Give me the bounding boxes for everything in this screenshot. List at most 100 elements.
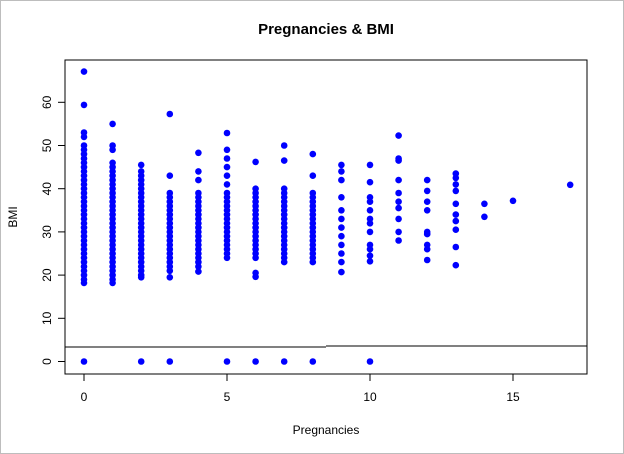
data-point	[452, 200, 460, 208]
data-point	[252, 269, 259, 277]
data-point	[366, 358, 374, 365]
data-point	[195, 268, 202, 275]
data-point	[338, 215, 345, 223]
data-point	[338, 194, 345, 201]
chart-title: Pregnancies & BMI	[258, 21, 394, 38]
data-point	[309, 189, 317, 197]
data-point	[338, 241, 345, 249]
y-axis-label: BMI	[6, 206, 20, 227]
data-point	[109, 120, 116, 128]
data-point	[395, 155, 402, 162]
data-point	[366, 228, 374, 236]
data-point	[338, 250, 345, 257]
data-point	[80, 129, 88, 136]
data-point	[223, 189, 231, 197]
data-point	[309, 172, 317, 179]
data-point	[252, 158, 259, 166]
data-point	[137, 161, 145, 169]
x-tick-label: 5	[224, 390, 231, 404]
data-point	[166, 189, 174, 197]
data-point	[252, 185, 259, 192]
y-tick-label: 50	[40, 139, 54, 153]
data-point	[223, 163, 231, 171]
data-point	[166, 172, 174, 179]
x-tick-label: 15	[506, 390, 520, 404]
data-point	[309, 150, 317, 158]
data-point	[423, 187, 431, 195]
data-point	[395, 132, 402, 139]
data-point	[423, 176, 431, 184]
data-point	[452, 187, 460, 195]
data-point	[481, 213, 488, 221]
data-point	[366, 241, 374, 249]
data-point	[80, 358, 88, 365]
x-tick-label: 0	[81, 390, 88, 404]
data-point	[338, 176, 345, 184]
data-point	[509, 197, 517, 205]
data-point	[80, 142, 88, 149]
data-point	[566, 181, 574, 189]
y-axis: 0 10 20 30 40 50 60	[40, 95, 66, 365]
data-point	[452, 261, 460, 269]
y-tick-label: 0	[40, 358, 54, 365]
data-point	[338, 258, 345, 266]
x-axis-label: Pregnancies	[293, 423, 360, 437]
data-point	[223, 146, 231, 154]
data-point	[338, 268, 345, 276]
data-point	[80, 68, 88, 75]
data-point	[452, 211, 460, 218]
data-point	[395, 228, 402, 236]
y-tick-label: 40	[40, 182, 54, 196]
data-point	[223, 181, 231, 188]
data-point	[166, 358, 174, 365]
data-point	[195, 189, 202, 197]
data-point	[423, 207, 431, 214]
data-point	[280, 185, 288, 192]
data-point	[280, 142, 288, 149]
data-point	[338, 161, 345, 169]
data-point	[166, 274, 174, 281]
data-points	[80, 68, 574, 365]
data-point	[195, 168, 202, 175]
x-axis: 0 5 10 15	[81, 373, 520, 404]
data-point	[395, 189, 402, 197]
data-point	[366, 194, 374, 201]
data-point	[452, 226, 460, 233]
data-point	[338, 224, 345, 231]
data-point	[166, 110, 174, 118]
data-point	[137, 168, 145, 175]
data-point	[338, 232, 345, 240]
data-point	[137, 358, 145, 365]
data-point	[452, 217, 460, 225]
x-tick-label: 10	[363, 390, 377, 404]
data-point	[366, 178, 374, 186]
data-point	[423, 228, 431, 236]
data-point	[366, 161, 374, 169]
data-point	[223, 358, 231, 365]
data-point	[452, 243, 460, 251]
data-point	[366, 215, 374, 223]
data-point	[452, 181, 460, 188]
y-tick-label: 30	[40, 225, 54, 239]
data-point	[109, 142, 116, 149]
data-point	[280, 157, 288, 164]
data-point	[309, 358, 317, 365]
data-point	[366, 258, 374, 265]
data-point	[338, 207, 345, 214]
data-point	[223, 172, 231, 179]
data-point	[223, 129, 231, 137]
data-point	[280, 358, 288, 365]
data-point	[481, 200, 488, 208]
data-point	[366, 252, 374, 259]
data-point	[80, 101, 88, 109]
y-tick-label: 10	[40, 311, 54, 325]
data-point	[395, 237, 402, 244]
data-point	[223, 155, 231, 162]
data-point	[395, 176, 402, 184]
data-point	[366, 207, 374, 214]
y-tick-label: 20	[40, 268, 54, 282]
data-point	[423, 256, 431, 264]
data-point	[195, 149, 202, 157]
data-point	[109, 159, 116, 167]
